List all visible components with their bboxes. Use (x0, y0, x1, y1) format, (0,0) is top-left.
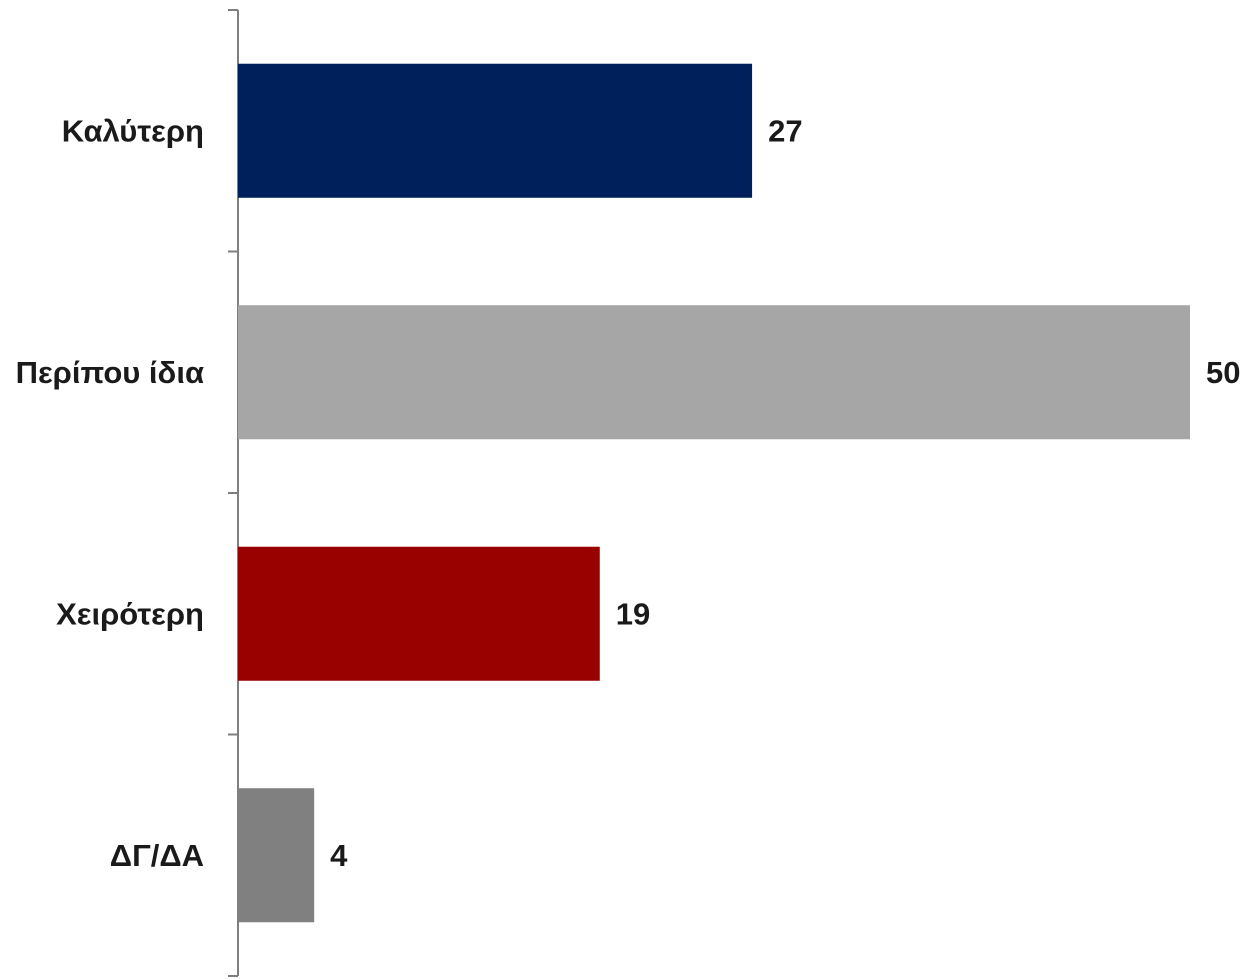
category-label: Περίπου ίδια (16, 355, 204, 390)
category-label: ΔΓ/ΔΑ (110, 838, 204, 873)
data-label: 27 (768, 113, 802, 148)
data-label: 4 (330, 838, 348, 873)
bar (238, 63, 753, 198)
labels: Καλύτερη 27 Περίπου ίδια 50 Χειρότερη 19 ΔΓ/ΔΑ… (16, 113, 1241, 873)
category-axis (228, 9, 239, 977)
data-label: 19 (616, 596, 650, 631)
bar (238, 546, 600, 681)
bar (238, 788, 315, 923)
data-label: 50 (1206, 355, 1240, 390)
bars (238, 63, 1190, 923)
category-label: Καλύτερη (62, 113, 204, 148)
bar (238, 305, 1190, 440)
category-label: Χειρότερη (56, 596, 204, 631)
